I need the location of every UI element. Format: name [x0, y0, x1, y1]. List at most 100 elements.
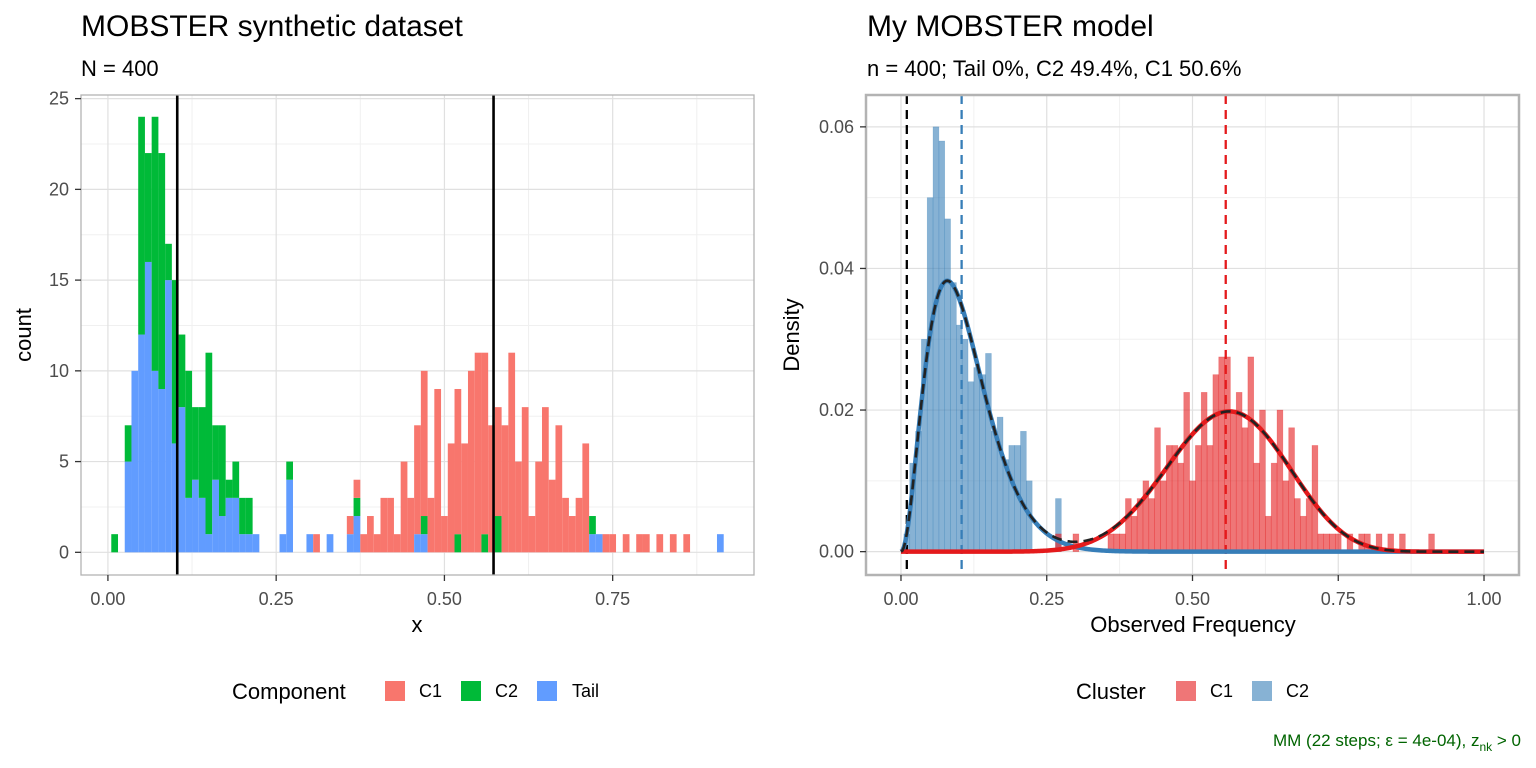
right-subtitle: n = 400; Tail 0%, C2 49.4%, C1 50.6%	[867, 56, 1241, 81]
x-tick-label: 0.25	[259, 589, 294, 609]
bar-tail	[124, 461, 132, 553]
bar-c2	[212, 425, 219, 480]
bar-c1	[515, 461, 522, 553]
right-y-axis-title: Density	[779, 298, 804, 371]
bar-c2	[286, 461, 293, 480]
density-bar-c2	[1008, 445, 1015, 552]
density-bar-c1	[1177, 462, 1185, 552]
right-y-ticks: 0.00 0.02 0.04 0.06	[819, 117, 866, 562]
density-bar-c2	[944, 218, 951, 552]
bar-c1	[642, 534, 650, 553]
density-bar-c1	[1335, 533, 1342, 552]
bar-tail	[144, 261, 152, 553]
bar-tail	[420, 534, 428, 553]
bar-c1	[555, 425, 563, 553]
bar-c1	[602, 534, 610, 553]
density-bar-c1	[1195, 445, 1202, 552]
bar-c1	[447, 443, 455, 553]
bar-tail	[171, 443, 179, 553]
bar-c1	[548, 479, 556, 553]
x-tick-label: 0.00	[883, 589, 918, 609]
bar-tail	[595, 534, 603, 553]
legend-swatch-c2	[461, 681, 481, 701]
bar-c1	[568, 516, 576, 553]
density-bar-c1	[1218, 356, 1225, 552]
bar-c2	[171, 280, 179, 444]
bar-c1	[461, 443, 468, 553]
density-curve-mixture	[900, 279, 1485, 553]
bar-c1	[669, 534, 677, 553]
bar-c1	[360, 534, 368, 553]
density-bar-c1	[1130, 515, 1138, 552]
left-title: MOBSTER synthetic dataset	[81, 10, 463, 43]
density-bar-c1	[1189, 480, 1196, 552]
bar-tail	[306, 534, 314, 553]
bar-tail	[158, 388, 166, 553]
density-bar-c1	[1294, 498, 1301, 552]
left-bars	[111, 116, 724, 553]
y-tick-label: 5	[59, 452, 69, 472]
density-bar-c1	[1125, 498, 1132, 552]
right-title: My MOBSTER model	[867, 10, 1154, 43]
legend-swatch-cluster-c1	[1176, 681, 1196, 701]
density-bar-c1	[1276, 409, 1284, 552]
bar-c2	[138, 116, 145, 335]
bar-tail	[151, 370, 159, 553]
bar-c1	[353, 479, 361, 498]
bar-c2	[111, 534, 119, 553]
bar-tail	[232, 497, 240, 553]
y-tick-label: 0.00	[819, 542, 854, 562]
right-x-axis-title: Observed Frequency	[1090, 612, 1295, 637]
bar-c2	[239, 497, 246, 535]
density-bar-c1	[1230, 409, 1237, 552]
density-bar-c1	[1154, 427, 1161, 552]
density-bar-c1	[1247, 356, 1255, 552]
legend-label-cluster-c2: C2	[1286, 681, 1309, 701]
fit-caption: MM (22 steps; ε = 4e-04), znk > 0	[1273, 731, 1521, 754]
bar-c2	[158, 153, 166, 389]
x-tick-label: 1.00	[1466, 589, 1501, 609]
y-tick-label: 25	[49, 89, 69, 109]
density-bar-c1	[1212, 374, 1220, 552]
bar-c1	[494, 407, 502, 517]
left-legend-title: Component	[232, 679, 346, 704]
bar-c2	[232, 461, 240, 498]
bar-tail	[138, 334, 145, 553]
bar-c1	[521, 407, 529, 553]
bar-c1	[488, 425, 495, 553]
density-bar-c1	[1206, 445, 1214, 552]
bar-c1	[346, 516, 354, 535]
left-subtitle: N = 400	[81, 56, 159, 81]
bar-c2	[192, 407, 199, 480]
bar-c2	[494, 516, 502, 553]
bar-c1	[528, 516, 536, 553]
bar-c1	[373, 534, 381, 553]
bar-tail	[346, 534, 354, 553]
bar-c1	[542, 407, 549, 553]
bar-c1	[575, 497, 583, 553]
bar-tail	[198, 497, 206, 553]
bar-c1	[420, 370, 428, 517]
bar-tail	[414, 534, 421, 553]
bar-c2	[218, 425, 226, 517]
right-legend-title: Cluster	[1076, 679, 1146, 704]
bar-c2	[420, 516, 428, 535]
y-tick-label: 0.02	[819, 400, 854, 420]
left-y-axis-title: count	[11, 308, 36, 362]
bar-c1	[393, 534, 401, 553]
density-bar-c2	[967, 381, 975, 552]
bar-tail	[212, 479, 219, 553]
bar-tail	[185, 497, 193, 553]
bar-tail	[326, 534, 334, 553]
right-panel: My MOBSTER model n = 400; Tail 0%, C2 49…	[779, 10, 1521, 754]
bar-c2	[185, 370, 193, 498]
bar-c1	[656, 534, 664, 553]
right-vlines	[905, 95, 1227, 575]
bar-c2	[151, 116, 159, 371]
bar-c2	[205, 352, 213, 535]
x-tick-label: 0.50	[1175, 589, 1210, 609]
bar-c2	[589, 516, 596, 535]
bar-tail	[225, 497, 233, 553]
y-tick-label: 15	[49, 270, 69, 290]
